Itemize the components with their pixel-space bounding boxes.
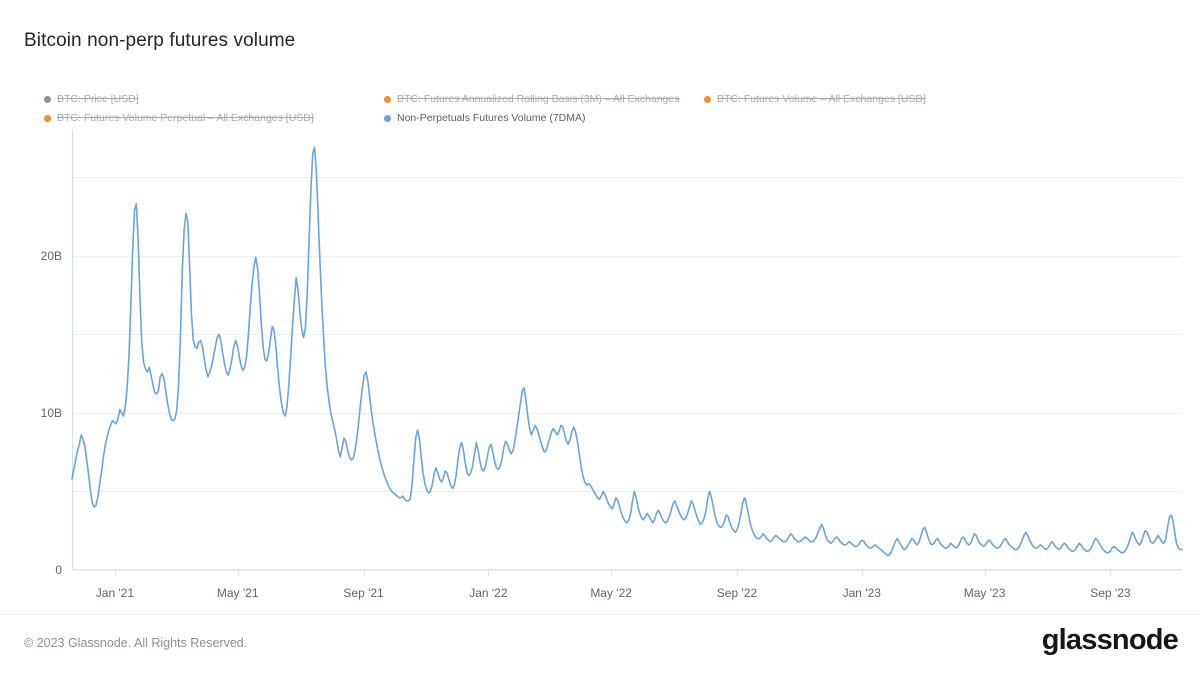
legend-dot-icon — [384, 115, 391, 122]
series-line-non-perpetuals-futures-volume — [72, 130, 1182, 570]
x-tick-mark-4 — [611, 570, 613, 576]
legend-dot-icon — [384, 96, 391, 103]
gridline-1 — [73, 491, 1182, 493]
x-axis-labels: Jan '21 May '21 Sep '21 Jan '22 May '22 Sep '… — [0, 586, 1200, 608]
gridline-4 — [73, 255, 1182, 257]
plot-frame — [72, 130, 1182, 571]
legend-dot-icon — [704, 96, 711, 103]
y-tick-label-0: 0 — [55, 563, 62, 577]
x-tick-label-8: Sep '23 — [1090, 586, 1131, 600]
y-tick-label-1: 10B — [40, 405, 62, 420]
chart-legend: BTC: Price [USD] BTC: Futures Annualized … — [44, 90, 1164, 128]
y-axis-labels: 0 10B 20B — [0, 130, 62, 577]
gridline-3 — [73, 334, 1182, 336]
legend-item-label: BTC: Futures Volume – All Exchanges [USD… — [717, 93, 926, 105]
x-tick-mark-5 — [736, 570, 738, 576]
x-tick-mark-6 — [861, 570, 863, 576]
legend-item-4[interactable]: Non-Perpetuals Futures Volume (7DMA) — [384, 109, 704, 128]
x-tick-label-0: Jan '21 — [95, 586, 135, 600]
x-tick-label-5: Sep '22 — [716, 586, 758, 600]
legend-item-label: BTC: Futures Annualized Rolling Basis (3… — [397, 93, 680, 105]
legend-item-1[interactable]: BTC: Futures Annualized Rolling Basis (3… — [384, 90, 704, 109]
legend-dot-icon — [44, 96, 51, 103]
legend-item-3[interactable]: BTC: Futures Volume Perpetual – All Exch… — [44, 109, 384, 128]
x-tick-label-4: May '22 — [590, 586, 632, 600]
gridline-2 — [73, 412, 1182, 414]
plot-area — [72, 130, 1182, 571]
footer-divider — [0, 614, 1200, 615]
legend-item-label: BTC: Futures Volume Perpetual – All Exch… — [57, 112, 314, 124]
x-tick-mark-1 — [237, 570, 239, 576]
page-title: Bitcoin non-perp futures volume — [24, 30, 296, 51]
glassnode-logo: glassnode — [1041, 624, 1179, 656]
gridline-5 — [73, 177, 1182, 179]
legend-item-2[interactable]: BTC: Futures Volume – All Exchanges [USD… — [704, 90, 1004, 109]
copyright-text: © 2023 Glassnode. All Rights Reserved. — [24, 636, 248, 650]
x-tick-mark-7 — [984, 570, 986, 576]
legend-item-label: BTC: Price [USD] — [57, 93, 139, 105]
legend-item-label: Non-Perpetuals Futures Volume (7DMA) — [397, 112, 586, 124]
legend-item-0[interactable]: BTC: Price [USD] — [44, 90, 384, 109]
x-tick-label-6: Jan '23 — [842, 586, 881, 600]
legend-dot-icon — [44, 115, 51, 122]
x-tick-label-2: Sep '21 — [343, 586, 384, 600]
x-tick-mark-0 — [114, 570, 116, 576]
x-tick-mark-8 — [1110, 570, 1112, 576]
x-axis-line — [73, 569, 1182, 570]
gridline-0 — [73, 570, 1182, 571]
y-tick-label-2: 20B — [40, 248, 62, 263]
x-tick-mark-3 — [488, 570, 490, 576]
x-tick-label-1: May '21 — [216, 586, 259, 600]
x-tick-label-3: Jan '22 — [469, 586, 508, 600]
x-tick-mark-2 — [363, 570, 365, 576]
x-tick-label-7: May '23 — [963, 586, 1006, 600]
